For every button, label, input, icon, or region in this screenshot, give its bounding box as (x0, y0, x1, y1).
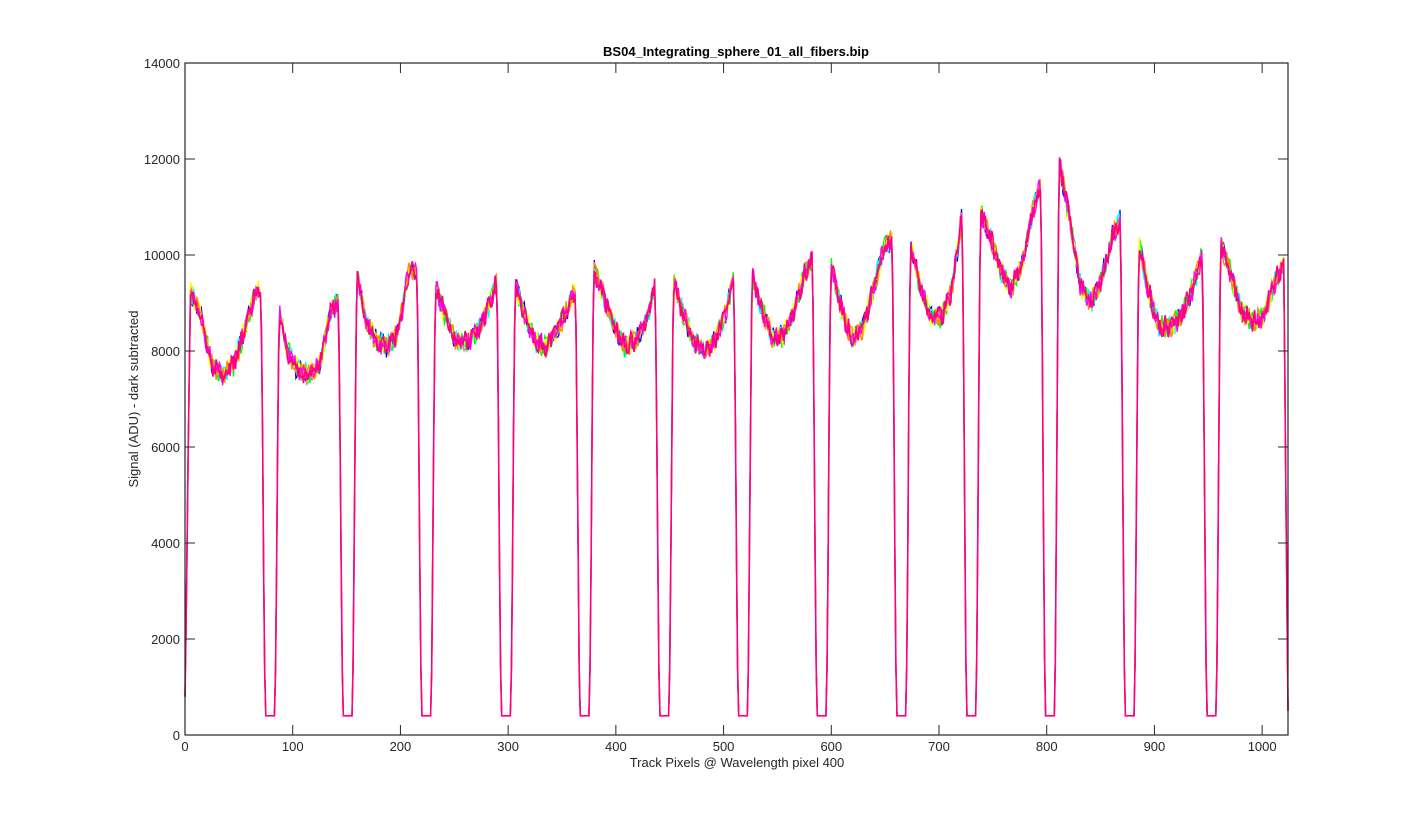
y-tick-label: 12000 (144, 152, 180, 167)
x-tick-label: 800 (1036, 739, 1058, 754)
y-tick-label: 6000 (151, 440, 180, 455)
x-tick-label: 500 (713, 739, 735, 754)
x-tick-label: 400 (605, 739, 627, 754)
axes-box (184, 62, 1289, 736)
x-tick-label: 600 (820, 739, 842, 754)
y-tick-label: 14000 (144, 56, 180, 71)
x-tick-label: 200 (390, 739, 412, 754)
y-tick-label: 0 (173, 728, 180, 743)
y-tick-label: 10000 (144, 248, 180, 263)
x-tick-label: 900 (1144, 739, 1166, 754)
x-tick-label: 0 (181, 739, 188, 754)
x-tick-label: 100 (282, 739, 304, 754)
plot-area (184, 156, 1289, 717)
y-tick-label: 8000 (151, 344, 180, 359)
chart-title: BS04_Integrating_sphere_01_all_fibers.bi… (603, 44, 869, 59)
y-axis-label: Signal (ADU) - dark subtracted (126, 310, 141, 487)
x-axis-label: Track Pixels @ Wavelength pixel 400 (630, 755, 845, 770)
y-tick-label: 2000 (151, 632, 180, 647)
x-tick-label: 300 (497, 739, 519, 754)
series-line-7 (184, 157, 1289, 717)
x-tick-label: 700 (928, 739, 950, 754)
axis-ticks: 0 100 200 300 400 500 600 700 800 900 100002000400… (144, 56, 1288, 754)
x-tick-label: 1000 (1248, 739, 1277, 754)
y-tick-label: 4000 (151, 536, 180, 551)
